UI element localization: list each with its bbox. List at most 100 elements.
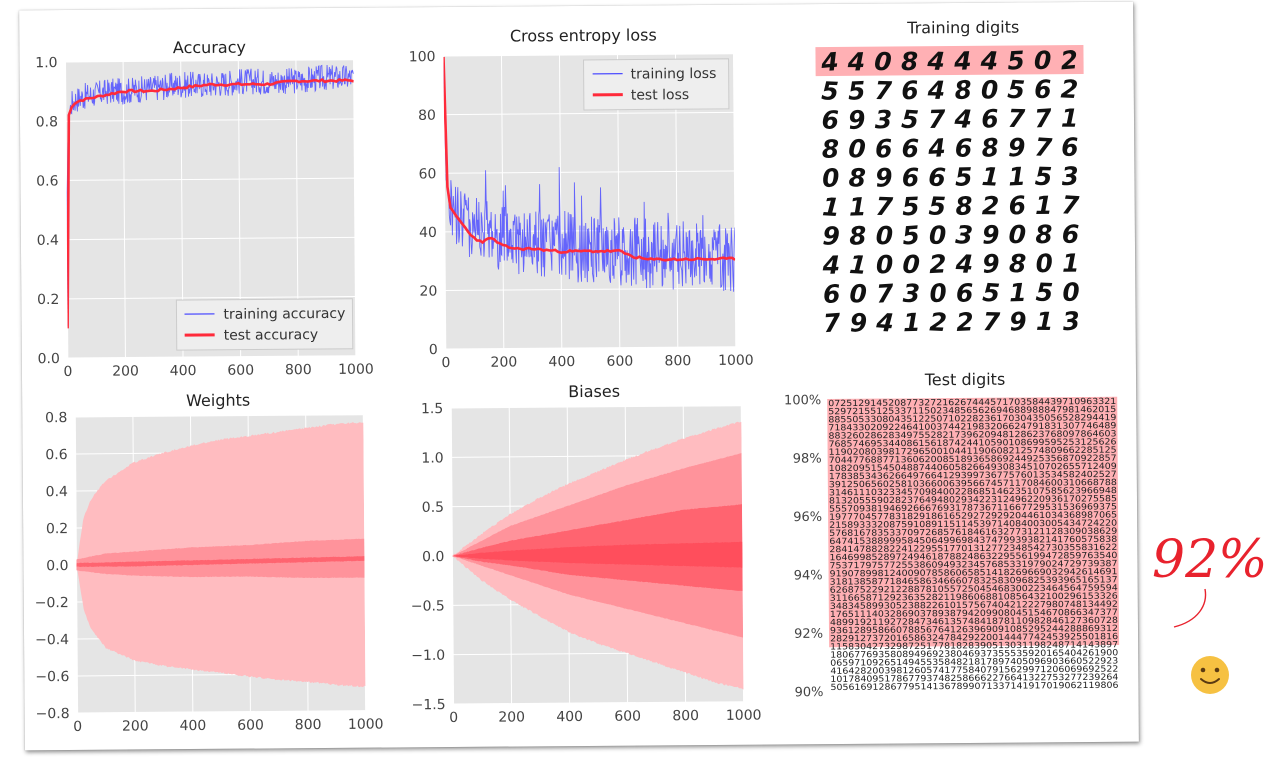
test-series-line	[443, 56, 736, 262]
percentile-band	[76, 538, 365, 579]
training-digit: 4	[954, 249, 973, 278]
test-digit-row: 1806776935808949692380469373555359201654…	[830, 648, 1118, 660]
training-digit: 4	[927, 76, 946, 105]
legend-training-loss: training loss	[631, 66, 717, 83]
x-tick-label: 0	[441, 355, 450, 371]
training-digit: 7	[875, 279, 895, 309]
annotation-92-percent: 92%	[1152, 530, 1268, 590]
training-digit: 0	[1008, 220, 1027, 250]
y-tick-label: 60	[419, 166, 437, 182]
training-digit: 4	[926, 133, 946, 163]
training-digit: 0	[1034, 46, 1052, 75]
test-digit-row: 3483458993052388226101575674042122279807…	[830, 600, 1118, 612]
test-digit-row: 8832602862834975528217396209481286237680…	[828, 429, 1116, 441]
legend-test-accuracy: test accuracy	[224, 327, 319, 344]
x-tick-label: 800	[295, 717, 322, 733]
test-digit-row: 9190789981240090785860658514182696690329…	[830, 567, 1118, 579]
y-tick-label: 0.5	[422, 500, 444, 516]
training-digit: 8	[1035, 220, 1054, 250]
training-digit: 7	[1034, 132, 1054, 162]
accuracy-lines	[66, 64, 355, 329]
training-digit: 0	[876, 221, 894, 250]
test-digit-row: 1646998528972494618788248632295561994728…	[829, 551, 1117, 563]
accuracy-legend: training accuracy test accuracy	[175, 298, 354, 351]
training-digit: 7	[875, 192, 894, 222]
highlighted-row	[815, 45, 1084, 77]
test-digit-row: 2829127372016586324784292200144477424539…	[830, 632, 1118, 644]
training-digit: 7	[982, 307, 1001, 336]
training-digit: 0	[876, 250, 894, 279]
training-digit: 2	[929, 249, 948, 279]
weights-y-ticks: 0.8 0.6 0.4 0.2 0.0 −0.2 −0.4 −0.6 −0.8	[35, 410, 70, 722]
loss-title: Cross entropy loss	[510, 25, 657, 45]
x-tick-label: 600	[614, 709, 641, 725]
dashboard-sheet: Accuracy 0 200 400 600 800 1000 0.0 0.2 0.4 0.6 0…	[19, 1, 1139, 751]
biases-bands	[452, 421, 744, 690]
y-tick-label: 0.4	[37, 233, 59, 249]
loss-y-ticks: 0 20 40 60 80 100	[409, 49, 438, 358]
test-digit-row: 8855053308043512250710228236170304350565…	[828, 413, 1116, 425]
training-digit: 6	[900, 76, 919, 106]
training-digit: 8	[901, 47, 919, 76]
test-digits-y-tick: 94%	[794, 568, 823, 583]
y-tick-label: −1.5	[412, 697, 446, 713]
test-digit-row: 3116658712923635282119860688108564321002…	[830, 592, 1118, 604]
y-tick-label: 0.2	[37, 292, 59, 308]
training-digit: 6	[928, 162, 947, 192]
x-tick-label: 400	[556, 709, 583, 725]
x-tick-label: 200	[490, 354, 517, 370]
training-digit: 5	[1007, 75, 1026, 105]
training-digit: 5	[900, 104, 919, 134]
training-digit: 7	[928, 105, 947, 134]
training-digit: 5	[928, 192, 946, 221]
training-digit: 1	[1062, 249, 1080, 278]
test-digit-row: 0725129145208773272162674445717035844397…	[828, 397, 1116, 409]
training-digit: 2	[1060, 74, 1079, 104]
test-digit-row: 4899192119272847346135748418781109828461…	[830, 616, 1118, 628]
training-digit: 8	[821, 134, 839, 163]
training-digit: 1	[981, 162, 1000, 192]
training-digit: 6	[822, 279, 841, 309]
training-digit: 8	[980, 133, 1000, 163]
training-digit: 6	[902, 163, 920, 192]
training-digit: 1	[821, 192, 840, 222]
y-tick-label: 80	[418, 108, 436, 124]
training-digit: 1	[1008, 162, 1027, 192]
x-tick-label: 1000	[348, 717, 384, 733]
training-digit: 9	[850, 308, 868, 337]
training-digit: 0	[821, 163, 840, 193]
y-tick-label: −0.4	[35, 632, 69, 648]
training-digit: 2	[929, 307, 948, 337]
training-digit: 6	[1061, 133, 1079, 162]
training-digit: 0	[902, 250, 921, 280]
y-tick-label: 0.8	[45, 410, 67, 426]
test-digits-panel: Test digits 0725129145208773272162674445…	[784, 370, 1120, 700]
loss-chart: Cross entropy loss 0 200 400 600 800 1000 0 20…	[409, 25, 754, 371]
test-digit-row: 3181385877184658634666078325830968253939…	[830, 575, 1118, 587]
training-digit: 0	[1034, 248, 1054, 278]
training-digit: 5	[1035, 278, 1054, 308]
accuracy-title: Accuracy	[173, 38, 246, 58]
loss-legend: training loss test loss	[583, 58, 730, 111]
x-tick-label: 600	[237, 717, 264, 733]
test-digits-y-tick: 98%	[793, 451, 822, 466]
training-digit: 0	[848, 134, 867, 164]
training-digit: 6	[1007, 191, 1027, 221]
training-digit: 7	[1007, 104, 1026, 133]
x-tick-label: 800	[285, 362, 312, 378]
y-tick-label: 1.0	[35, 55, 57, 71]
x-tick-label: 400	[180, 718, 207, 734]
test-digits-title: Test digits	[924, 370, 1006, 390]
training-digit: 0	[873, 47, 892, 77]
legend-training-accuracy: training accuracy	[223, 306, 345, 323]
training-digit: 9	[874, 163, 894, 193]
test-digit-row: 1082095154504887440605826649308345107026…	[829, 462, 1117, 474]
y-tick-label: −0.5	[411, 598, 445, 614]
weights-chart: Weights 0 200 400 600 800 1000 0.80.60.40.20.…	[35, 391, 384, 735]
test-digit-row: 8132055590282376494802934223124962209361…	[829, 494, 1117, 506]
x-tick-label: 200	[112, 363, 139, 379]
test-digit-row: 9361289586607885676412639690910852952442…	[830, 624, 1118, 636]
y-tick-label: 0	[429, 342, 438, 358]
y-tick-label: −1.0	[411, 648, 445, 664]
training-digit: 9	[822, 221, 840, 250]
